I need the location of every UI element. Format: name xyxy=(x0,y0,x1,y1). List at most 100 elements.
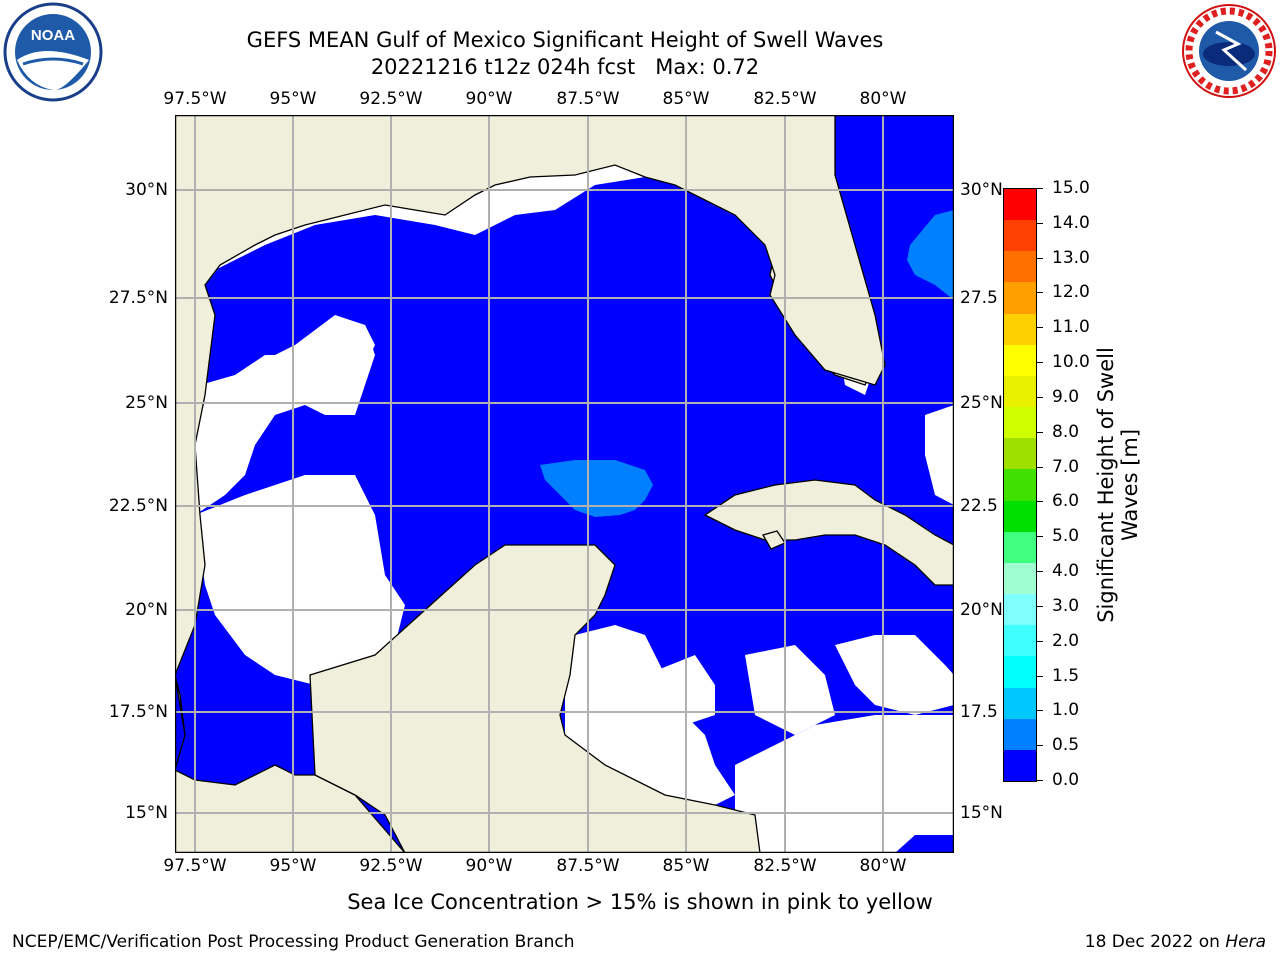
colorbar-tick-mark xyxy=(1036,710,1043,712)
colorbar-tick-mark xyxy=(1036,257,1043,259)
colorbar-tick-mark xyxy=(1036,745,1043,747)
lat-tick-right-4: 20°N xyxy=(960,600,1003,620)
colorbar-tick-label: 0.0 xyxy=(1052,770,1080,790)
noaa-logo-text: NOAA xyxy=(31,27,75,44)
colorbar-title-line2: Waves [m] xyxy=(1118,428,1142,542)
graticule xyxy=(175,115,954,853)
colorbar-segment xyxy=(1004,594,1036,626)
lon-tick-top-7: 80°W xyxy=(859,89,907,109)
lon-tick-top-0: 97.5°W xyxy=(163,89,227,109)
lat-tick-left-2: 25°N xyxy=(125,393,168,413)
lat-tick-right-6: 15°N xyxy=(960,803,1003,823)
land-gulf-coast xyxy=(175,115,886,853)
colorbar-segment xyxy=(1004,562,1036,595)
swell-field-mid-central xyxy=(540,460,653,517)
zero-patch-caribbean-3 xyxy=(835,635,954,715)
colorbar-tick-mark xyxy=(1036,466,1043,468)
colorbar-tick-label: 15.0 xyxy=(1052,178,1090,198)
lon-tick-bottom-5: 85°W xyxy=(662,856,710,876)
nws-logo xyxy=(1180,2,1278,100)
colorbar-segment xyxy=(1004,656,1036,688)
colorbar-segment xyxy=(1004,469,1036,501)
zero-patch-sw xyxy=(195,475,405,685)
lon-tick-bottom-7: 80°W xyxy=(859,856,907,876)
colorbar-segment xyxy=(1004,344,1036,376)
gulf-of-mexico-map xyxy=(175,115,954,853)
colorbar-tick-mark xyxy=(1036,431,1043,433)
colorbar-tick-label: 1.0 xyxy=(1052,700,1080,721)
colorbar-tick-mark xyxy=(1036,188,1043,189)
lat-tick-right-5: 17.5 xyxy=(960,702,998,722)
zero-patch-southeast xyxy=(715,715,954,853)
lon-tick-bottom-2: 92.5°W xyxy=(359,856,423,876)
noaa-logo: NOAA xyxy=(3,2,103,102)
colorbar-tick-mark xyxy=(1036,396,1043,398)
colorbar-segment xyxy=(1004,220,1036,252)
lon-tick-top-3: 90°W xyxy=(465,89,513,109)
zero-patch-east xyxy=(925,405,954,505)
colorbar-tick-label: 9.0 xyxy=(1052,386,1080,407)
colorbar-tick-mark xyxy=(1036,222,1043,224)
colorbar-tick-mark xyxy=(1036,571,1043,573)
colorbar-tick-label: 0.5 xyxy=(1052,735,1080,756)
lat-tick-left-3: 22.5°N xyxy=(108,496,168,516)
lon-tick-bottom-1: 95°W xyxy=(269,856,317,876)
colorbar-title: Significant Height of Swell Waves [m] xyxy=(1094,347,1142,623)
sea-ice-caption: Sea Ice Concentration > 15% is shown in … xyxy=(347,890,933,914)
colorbar-tick-label: 4.0 xyxy=(1052,561,1080,582)
lon-tick-bottom-0: 97.5°W xyxy=(163,856,227,876)
colorbar-tick-label: 11.0 xyxy=(1052,317,1090,338)
colorbar-tick-mark xyxy=(1036,501,1043,503)
colorbar-tick-label: 7.0 xyxy=(1052,456,1080,477)
colorbar-segment xyxy=(1004,718,1036,750)
colorbar-segment xyxy=(1004,251,1036,283)
lat-tick-left-6: 15°N xyxy=(125,803,168,823)
colorbar-segment xyxy=(1004,749,1036,781)
colorbar-tick-label: 1.5 xyxy=(1052,665,1080,686)
lat-tick-right-1: 27.5 xyxy=(960,288,998,308)
swell-field-mid-atlantic xyxy=(907,210,954,300)
colorbar-segment xyxy=(1004,313,1036,345)
colorbar-segment xyxy=(1004,438,1036,470)
colorbar-tick-label: 8.0 xyxy=(1052,421,1080,442)
lat-tick-left-1: 27.5°N xyxy=(108,288,168,308)
lat-tick-right-2: 25°N xyxy=(960,393,1003,413)
colorbar-tick-mark xyxy=(1036,292,1043,294)
lat-tick-left-0: 30°N xyxy=(125,180,168,200)
chart-title: GEFS MEAN Gulf of Mexico Significant Hei… xyxy=(246,28,884,52)
colorbar-tick-label: 10.0 xyxy=(1052,352,1090,373)
lon-tick-top-4: 87.5°W xyxy=(556,89,620,109)
lon-tick-top-1: 95°W xyxy=(269,89,317,109)
footer-left: NCEP/EMC/Verification Post Processing Pr… xyxy=(12,932,575,952)
footer-right: 18 Dec 2022 on Hera xyxy=(1085,932,1266,952)
lon-tick-top-6: 82.5°W xyxy=(753,89,817,109)
footer-machine: Hera xyxy=(1225,932,1266,952)
lat-tick-left-4: 20°N xyxy=(125,600,168,620)
colorbar-tick-mark xyxy=(1036,362,1043,364)
colorbar-segment xyxy=(1004,282,1036,314)
colorbar-tick-mark xyxy=(1036,536,1043,538)
lon-tick-top-5: 85°W xyxy=(662,89,710,109)
lon-tick-top-2: 92.5°W xyxy=(359,89,423,109)
colorbar-tick-label: 13.0 xyxy=(1052,247,1090,268)
colorbar-tick-label: 3.0 xyxy=(1052,595,1080,616)
colorbar-tick-label: 6.0 xyxy=(1052,491,1080,512)
colorbar-tick-mark xyxy=(1036,327,1043,329)
colorbar-tick-mark xyxy=(1036,780,1043,781)
zero-patch-north-1 xyxy=(215,325,375,415)
map-frame xyxy=(175,115,954,853)
colorbar xyxy=(1003,188,1037,782)
colorbar-tick-label: 12.0 xyxy=(1052,282,1090,303)
colorbar-segment xyxy=(1004,407,1036,439)
colorbar-tick-mark xyxy=(1036,640,1043,642)
colorbar-title-line1: Significant Height of Swell xyxy=(1094,347,1118,623)
footer-date: 18 Dec 2022 on xyxy=(1084,932,1226,952)
colorbar-segment xyxy=(1004,189,1036,221)
lon-tick-bottom-6: 82.5°W xyxy=(753,856,817,876)
lat-tick-left-5: 17.5°N xyxy=(108,702,168,722)
colorbar-tick-label: 5.0 xyxy=(1052,526,1080,547)
colorbar-tick-mark xyxy=(1036,675,1043,677)
chart-subtitle: 20221216 t12z 024h fcst Max: 0.72 xyxy=(370,55,760,79)
colorbar-tick-label: 2.0 xyxy=(1052,630,1080,651)
zero-patch-caribbean-1 xyxy=(645,655,715,725)
